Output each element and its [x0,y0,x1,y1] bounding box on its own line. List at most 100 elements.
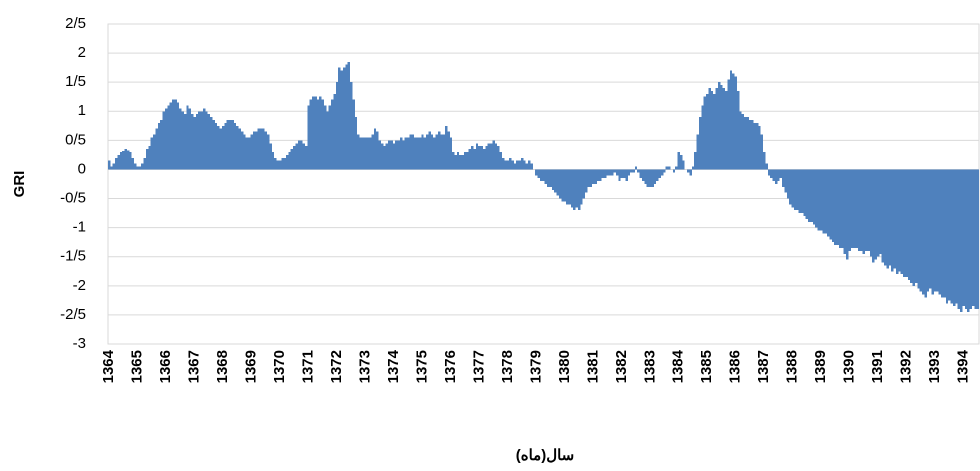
bar [162,111,165,170]
x-tick-label: 1377 [470,350,487,383]
bar [568,169,571,205]
bar [563,169,567,202]
bar [570,169,574,208]
x-tick-label: 1387 [755,350,772,383]
x-tick-label: 1368 [214,350,231,383]
bar [445,125,448,170]
x-tick-label: 1375 [413,350,430,383]
bar [430,134,434,170]
bar [539,169,543,182]
bar [210,117,213,170]
bar [141,163,144,170]
bar [860,169,863,251]
bar [504,160,507,170]
bar [475,143,479,170]
bar [452,152,455,170]
bar [646,169,650,187]
bar [376,131,379,170]
bar [641,169,645,182]
bar [827,169,830,237]
bar [480,146,483,170]
bar [801,169,804,214]
bar [191,114,194,170]
bar [145,149,149,170]
bar [846,169,849,260]
bar [544,169,548,184]
bar [221,125,225,170]
bar [217,125,220,170]
bar [454,154,457,170]
bar [625,169,628,182]
bar [157,122,161,170]
x-tick-label: 1370 [271,350,288,383]
bar [573,169,576,211]
bar [447,131,450,170]
bar [850,169,854,248]
bar [214,122,218,170]
bar [687,169,690,173]
bar [174,99,177,170]
bar [907,169,911,280]
bar [335,82,339,170]
bar [803,169,806,216]
bar [466,152,469,170]
bar [599,169,602,182]
bar [547,169,550,187]
bar [459,154,462,170]
bar [658,169,661,179]
x-tick-label: 1394 [955,349,972,383]
bar [763,152,766,170]
bar [243,134,246,170]
bar [893,169,896,269]
bar [150,137,154,170]
bar [124,149,127,170]
bar [276,160,279,170]
bar [195,114,199,170]
bar [566,169,569,205]
bar [910,169,913,283]
bar [969,169,972,310]
bar [245,137,249,170]
bar [884,169,887,266]
bar [307,105,310,170]
bar [888,169,892,266]
bar [226,120,230,170]
bar [131,157,135,170]
x-tick-label: 1388 [784,350,801,383]
bar [620,169,624,179]
bar [248,137,251,170]
bar [782,169,785,187]
bar [592,169,595,184]
bar [252,131,256,170]
bar [729,70,733,170]
bar [677,152,680,170]
bar [672,169,676,173]
bar [554,169,557,193]
bar [808,169,811,222]
bar [618,169,621,182]
bar [955,169,958,304]
bar [302,143,305,170]
y-axis-title: GRI [11,171,28,198]
bar [874,169,877,260]
bar [471,146,474,170]
bar [340,70,343,170]
bar [361,137,365,170]
bar [943,169,946,298]
y-tick-label: 1/5 [65,73,86,90]
bar [962,169,965,307]
bar [732,73,735,170]
bar [938,169,942,295]
bar [423,137,427,170]
bar [402,140,405,170]
bar [198,111,201,170]
bar [903,169,906,278]
bar [148,146,151,170]
y-tick-label: 2 [78,44,86,61]
bar [952,169,956,307]
bar [865,169,868,251]
x-tick-label: 1379 [527,350,544,383]
bar [945,169,949,304]
bar [385,143,389,170]
